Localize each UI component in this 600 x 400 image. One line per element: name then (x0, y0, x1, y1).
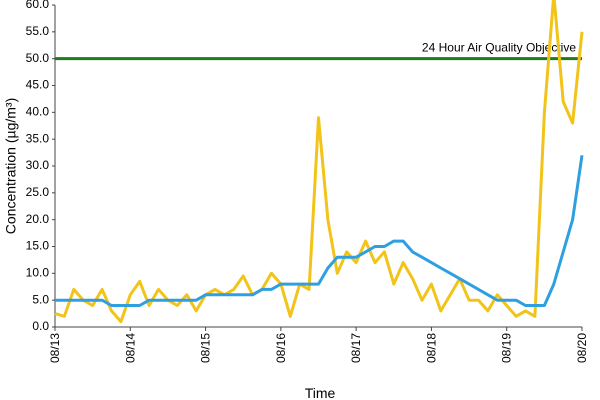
x-axis-title: Time (305, 385, 336, 400)
y-tick-label: 20.0 (26, 212, 50, 226)
y-axis-title: Concentration (µg/m³) (3, 98, 19, 234)
y-tick-label: 60.0 (26, 0, 50, 11)
y-tick-label: 25.0 (26, 185, 50, 199)
y-tick-label: 55.0 (26, 24, 50, 38)
x-tick-label: 08/15 (199, 333, 213, 363)
y-tick-label: 15.0 (26, 239, 50, 253)
series-line (54, 0, 584, 324)
y-tick-label: 5.0 (32, 292, 49, 306)
objective-label: 24 Hour Air Quality Objective (422, 41, 576, 55)
y-tick-label: 10.0 (26, 266, 50, 280)
x-tick-label: 08/17 (349, 333, 363, 363)
x-tick-label: 08/16 (274, 333, 288, 363)
x-tick-label: 08/14 (123, 333, 137, 363)
y-tick-label: 35.0 (26, 131, 50, 145)
y-tick-label: 40.0 (26, 105, 50, 119)
y-tick-label: 0.0 (32, 319, 49, 333)
y-tick-label: 30.0 (26, 158, 50, 172)
series-line (55, 155, 584, 307)
x-tick-label: 08/18 (424, 333, 438, 363)
y-tick-label: 50.0 (26, 51, 50, 65)
x-tick-label: 08/20 (575, 333, 589, 363)
x-tick-label: 08/13 (48, 333, 62, 363)
x-tick-label: 08/19 (500, 333, 514, 363)
y-tick-label: 45.0 (26, 78, 50, 92)
